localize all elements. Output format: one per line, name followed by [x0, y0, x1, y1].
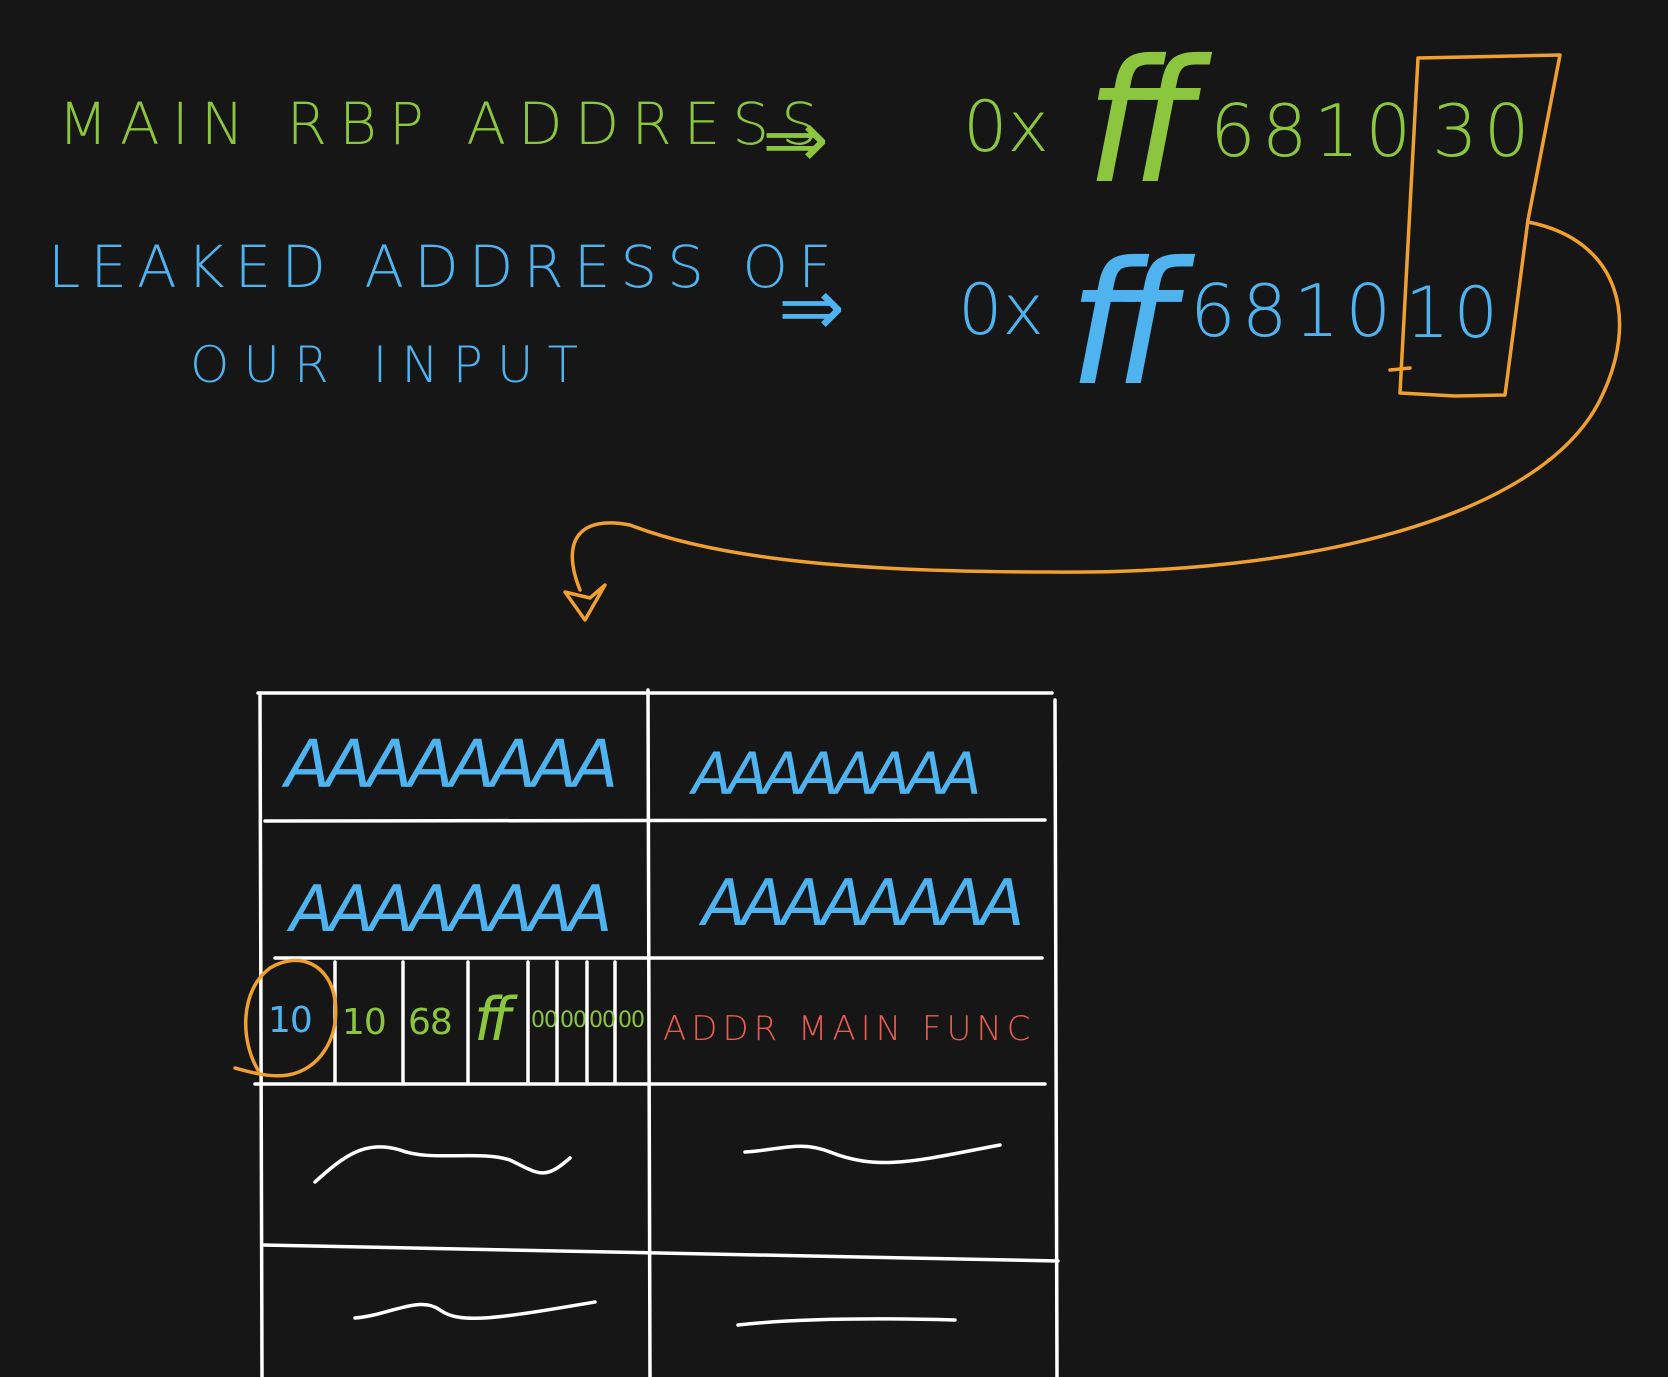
leaked-prefix: 0x	[958, 269, 1044, 351]
stack-row2-right: AAAAAAAA	[702, 867, 1024, 941]
orange-arrowhead	[563, 583, 607, 622]
addr-main-func-label: ADDR MAIN FUNC	[663, 1009, 1036, 1049]
byte-2: 68	[408, 1002, 453, 1043]
leaked-arrow: ⇒	[778, 261, 846, 354]
first-byte-highlight-circle	[233, 958, 338, 1078]
last-byte-highlight-box	[1388, 53, 1562, 398]
leaked-label-line1: LEAKED ADDRESS OF	[48, 233, 842, 301]
main-rbp-ff: ff	[1085, 24, 1191, 222]
leaked-ff: ff	[1068, 226, 1174, 424]
stack-row1-right: AAAAAAAA	[692, 740, 981, 808]
main-rbp-arrow: ⇒	[762, 93, 830, 186]
main-rbp-label: MAIN RBP ADDRESS	[58, 90, 830, 158]
byte-4: 00	[531, 1008, 558, 1033]
orange-connector-arrow	[570, 220, 1622, 592]
main-rbp-last: 30	[1432, 89, 1536, 173]
stack-table	[253, 688, 1060, 1377]
byte-0: 10	[268, 1000, 313, 1041]
byte-5: 00	[560, 1008, 587, 1033]
byte-6: 00	[589, 1008, 616, 1033]
byte-1: 10	[342, 1002, 387, 1043]
leaked-last: 10	[1405, 272, 1503, 354]
main-rbp-middle: 6810	[1210, 89, 1418, 173]
stack-row1-left: AAAAAAAA	[285, 726, 618, 803]
leaked-middle: 6810	[1190, 269, 1398, 353]
leaked-label-line2: OUR INPUT	[190, 336, 593, 394]
byte-7: 00	[618, 1008, 645, 1033]
main-rbp-prefix: 0x	[963, 86, 1049, 168]
stack-row2-left: AAAAAAAA	[290, 873, 612, 947]
byte-3: ff	[474, 985, 510, 1055]
